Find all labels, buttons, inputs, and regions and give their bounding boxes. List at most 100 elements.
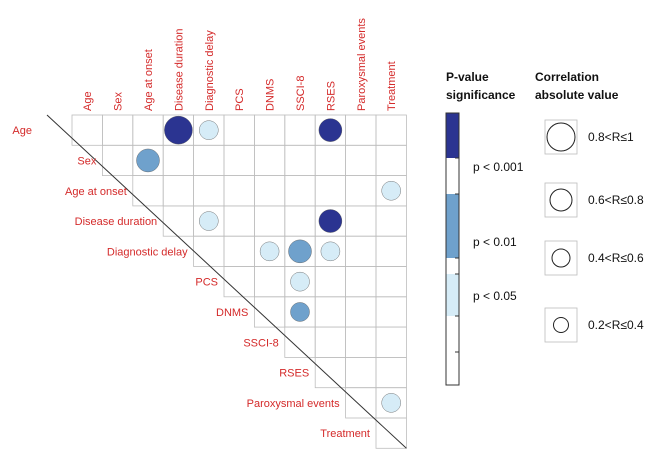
grid-cell [71, 114, 103, 146]
grid-cell [314, 266, 347, 298]
grid-cell [345, 326, 377, 358]
correlation-legend-label: 0.6<R≤0.8 [588, 193, 644, 207]
grid-cell [132, 114, 164, 146]
significance-legend-title-1: P-value [446, 70, 489, 84]
grid-cell [223, 114, 255, 146]
significance-legend-title-2: significance [446, 88, 516, 102]
grid-cell [253, 266, 286, 298]
column-label-disease-duration: Disease duration [173, 28, 185, 111]
grid-cell [223, 175, 255, 207]
grid-cell [345, 266, 377, 298]
grid-cell [375, 144, 407, 177]
significance-legend: P-value significance p < 0.001 p < 0.01 … [445, 70, 524, 386]
grid-cell [314, 326, 347, 358]
grid-cell [253, 205, 286, 237]
grid-cell [345, 175, 377, 207]
grid-cell [375, 326, 407, 358]
colorbar-segment-6 [446, 316, 459, 385]
correlation-circle-diagnostic-delay-rses [320, 241, 341, 262]
grid-cell [375, 114, 407, 146]
row-label-paroxysmal-events: Paroxysmal events [247, 398, 340, 410]
grid-cell [102, 114, 134, 146]
significance-colorbar [445, 112, 460, 386]
correlation-circle-diagnostic-delay-ssci-8 [288, 239, 312, 264]
matrix-diagonal [46, 114, 407, 449]
row-labels: Age Sex Age at onset Disease duration Diagno… [12, 125, 370, 440]
grid-cell [284, 326, 316, 358]
grid-cell [314, 356, 347, 389]
grid-cell [162, 175, 194, 207]
grid-cell [253, 114, 286, 146]
colorbar-frame [445, 112, 460, 386]
correlation-circle-age-disease-duration [164, 115, 193, 145]
colorbar-segment-3 [446, 194, 459, 258]
matrix-grid [71, 114, 407, 449]
column-label-treatment: Treatment [386, 61, 398, 111]
row-label-ssci-8: SSCI-8 [243, 337, 278, 349]
grid-cell [162, 144, 194, 177]
significance-label-005: p < 0.05 [473, 289, 517, 303]
colorbar-segment-4 [446, 258, 459, 274]
grid-cell [375, 235, 407, 267]
grid-cell [253, 175, 286, 207]
row-label-rses: RSES [279, 368, 309, 380]
grid-cell [345, 296, 377, 328]
correlation-legend-label: 0.2<R≤0.4 [588, 318, 644, 332]
grid-cell [345, 387, 377, 419]
grid-cell [345, 235, 377, 267]
column-label-dnms: DNMS [265, 79, 277, 111]
grid-cell [314, 144, 347, 177]
correlation-legend-label: 0.8<R≤1 [588, 130, 634, 144]
grid-cell [345, 205, 377, 237]
grid-cell [375, 266, 407, 298]
grid-cell [375, 205, 407, 237]
correlation-circle-age-diagnostic-delay [199, 120, 219, 140]
grid-cell [345, 114, 377, 146]
correlation-circle-disease-duration-diagnostic-delay [199, 211, 219, 231]
grid-cell [162, 205, 194, 237]
row-label-pcs: PCS [195, 277, 218, 289]
grid-cell [193, 175, 225, 207]
row-label-disease-duration: Disease duration [75, 216, 158, 228]
column-labels: Age Sex Age at onset Disease duration Diagno… [82, 18, 398, 111]
correlation-legend-circle [549, 188, 573, 212]
correlation-legend: Correlation absolute value 0.8<R≤1 0.6<R≤… [535, 70, 644, 343]
colorbar-segment-1 [446, 113, 459, 158]
correlation-circle-age-rses [318, 118, 343, 142]
column-label-rses: RSES [325, 81, 337, 111]
column-label-paroxysmal-events: Paroxysmal events [356, 18, 368, 111]
column-label-pcs: PCS [234, 88, 246, 111]
grid-cell [345, 356, 377, 389]
grid-cell [375, 296, 407, 328]
correlation-circle-pcs-ssci-8 [290, 271, 310, 292]
row-label-age: Age [12, 125, 32, 137]
correlation-legend-items: 0.8<R≤1 0.6<R≤0.8 0.4<R≤0.6 0.2<R≤0.4 [544, 119, 644, 343]
row-label-diagnostic-delay: Diagnostic delay [107, 246, 188, 258]
column-label-sex: Sex [113, 92, 125, 111]
colorbar-segment-2 [446, 158, 459, 194]
row-label-treatment: Treatment [320, 428, 370, 440]
grid-cell [375, 417, 407, 449]
grid-cell [193, 235, 225, 267]
grid-cell [314, 296, 347, 328]
correlation-legend-circle [551, 248, 571, 268]
correlation-legend-circle [553, 317, 569, 333]
correlation-circle-paroxysmal-events-treatment [381, 393, 401, 413]
correlation-legend-title-1: Correlation [535, 70, 599, 84]
row-label-dnms: DNMS [216, 307, 248, 319]
column-label-age-at-onset: Age at onset [143, 49, 155, 111]
grid-cell [375, 356, 407, 389]
correlation-circle-disease-duration-rses [318, 209, 343, 233]
grid-cell [223, 205, 255, 237]
grid-cell [223, 266, 255, 298]
grid-cell [193, 144, 225, 177]
grid-cell [314, 175, 347, 207]
column-label-diagnostic-delay: Diagnostic delay [204, 30, 216, 111]
grid-cell [132, 175, 164, 207]
correlation-circle-sex-age-at-onset [136, 148, 160, 173]
correlation-circle-dnms-ssci-8 [290, 302, 310, 322]
correlation-legend-label: 0.4<R≤0.6 [588, 251, 644, 265]
grid-cell [345, 144, 377, 177]
significance-label-0001: p < 0.001 [473, 160, 524, 174]
grid-cell [284, 144, 316, 177]
